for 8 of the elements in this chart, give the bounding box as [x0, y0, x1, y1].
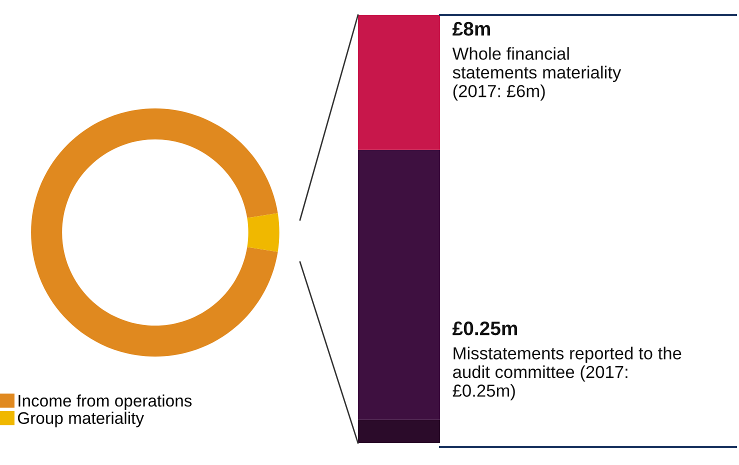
- text: £8m: [452, 22, 490, 36]
- text: Whole financial statements materiality (2017: £6m): [452, 47, 622, 101]
- text: Misstatements reported to the audit committee (2017: £0.25m): [452, 346, 682, 400]
- legend-label: Group materiality: [18, 412, 144, 428]
- text: £0.25m: [452, 322, 518, 336]
- donut-slice: [247, 213, 280, 252]
- donut-slice: [31, 108, 278, 357]
- legend-label: Income from operations: [18, 394, 192, 410]
